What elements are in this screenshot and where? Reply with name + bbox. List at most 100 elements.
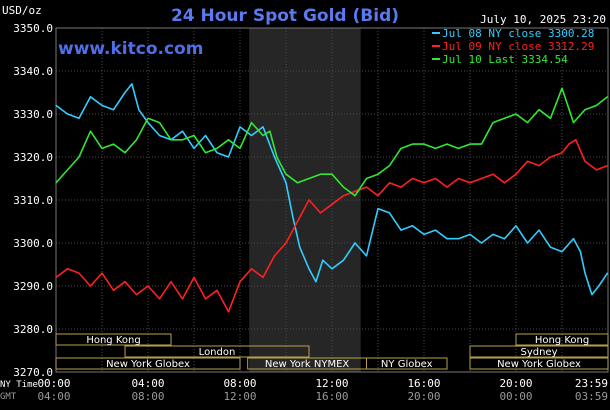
series-point <box>342 195 345 197</box>
series-point <box>193 276 195 278</box>
series-point <box>538 229 540 231</box>
series-point <box>262 126 264 128</box>
series-point <box>561 87 563 89</box>
y-tick-label: 3270.0 <box>13 366 53 379</box>
y-tick-label: 3320.0 <box>13 151 53 164</box>
series-point <box>457 238 460 240</box>
series-point <box>112 143 115 145</box>
x-tick-label-ny: 00:00 <box>37 377 70 390</box>
legend-entry: Jul 10 Last 3334.54 <box>442 53 568 66</box>
series-point <box>193 147 195 149</box>
series-point <box>131 83 133 85</box>
series-point <box>598 285 600 287</box>
series-point <box>411 177 414 180</box>
series-point <box>308 268 310 270</box>
series-point <box>354 242 356 244</box>
session-label: Hong Kong <box>86 335 140 346</box>
series-point <box>538 165 540 167</box>
series-point <box>285 173 287 175</box>
legend-entry: Jul 08 NY close 3300.28 <box>442 27 594 40</box>
series-point <box>342 259 345 261</box>
series-point <box>170 281 172 283</box>
series-point <box>549 156 552 158</box>
chart-date: July 10, 2025 23:20 <box>480 13 606 26</box>
gmt-label: GMT <box>0 392 17 402</box>
series-point <box>469 182 471 184</box>
y-tick-label: 3330.0 <box>13 108 53 121</box>
series-point <box>591 294 593 296</box>
x-tick-label-ny: 20:00 <box>499 377 532 390</box>
series-point <box>434 177 437 180</box>
y-axis-unit: USD/oz <box>2 4 42 17</box>
session-bar <box>469 345 609 358</box>
series-point <box>400 147 402 149</box>
series-point <box>147 285 149 287</box>
series-point <box>469 233 471 235</box>
series-point <box>262 276 264 278</box>
y-tick-label: 3310.0 <box>13 194 53 207</box>
series-point <box>377 195 379 197</box>
series-point <box>388 182 391 184</box>
series-point <box>584 109 586 111</box>
series-point <box>78 117 80 119</box>
session-bar <box>55 357 241 370</box>
series-point <box>262 134 264 137</box>
series-point <box>216 147 218 149</box>
series-point <box>538 109 540 111</box>
y-tick-label: 3280.0 <box>13 323 53 336</box>
series-point <box>377 208 379 210</box>
series-point <box>480 143 483 145</box>
plot-border <box>55 27 609 373</box>
series-point <box>549 246 552 248</box>
grid-lines <box>55 27 609 373</box>
series-point <box>273 255 276 257</box>
x-tick-label-gmt: 03:59 <box>575 390 608 403</box>
series-point <box>308 177 310 180</box>
series-point <box>89 96 92 98</box>
series-point <box>285 182 287 184</box>
watermark: www.kitco.com <box>58 39 203 59</box>
series-point <box>55 276 57 278</box>
series-point <box>354 195 356 197</box>
series-point <box>606 165 609 167</box>
y-axis-tick-labels: 3270.0 3280.0 3290.0 3300.0 3310.0 3320.0 3330… <box>13 22 53 379</box>
series-point <box>101 272 103 274</box>
trading-sessions: Hong Kong London New York Globex New York N… <box>55 333 609 370</box>
x-tick-label-gmt: 20:00 <box>407 390 440 403</box>
series-point <box>457 177 460 180</box>
price-series <box>55 83 609 313</box>
series-point <box>365 186 368 188</box>
series-point <box>480 242 483 244</box>
series-point <box>515 113 517 115</box>
series-point <box>575 139 577 141</box>
series-point <box>204 152 207 154</box>
series-point <box>492 122 494 124</box>
session-label: London <box>199 347 236 358</box>
series-point <box>503 238 506 240</box>
series-point <box>170 139 172 141</box>
series-point <box>55 182 57 184</box>
series-point <box>446 186 448 188</box>
series-point <box>365 177 368 180</box>
series-point <box>319 212 322 214</box>
series-point <box>273 156 276 158</box>
series-point <box>526 242 529 244</box>
series-point <box>423 233 425 235</box>
series-point <box>78 156 80 158</box>
x-tick-label-ny: 16:00 <box>407 377 440 390</box>
series-point <box>526 160 529 162</box>
y-tick-label: 3350.0 <box>13 22 53 35</box>
series-point <box>89 130 92 132</box>
series-point <box>515 225 517 227</box>
series-point <box>204 298 207 300</box>
series-point <box>193 134 195 137</box>
series-point <box>158 298 161 300</box>
series-point <box>457 147 460 149</box>
y-tick-label: 3340.0 <box>13 65 53 78</box>
series-point <box>561 152 563 154</box>
series-point <box>342 186 345 188</box>
session-label: NY Globex <box>381 359 433 370</box>
series-point <box>377 173 379 175</box>
chart-title: 24 Hour Spot Gold (Bid) <box>171 6 399 26</box>
series-point <box>331 203 333 205</box>
